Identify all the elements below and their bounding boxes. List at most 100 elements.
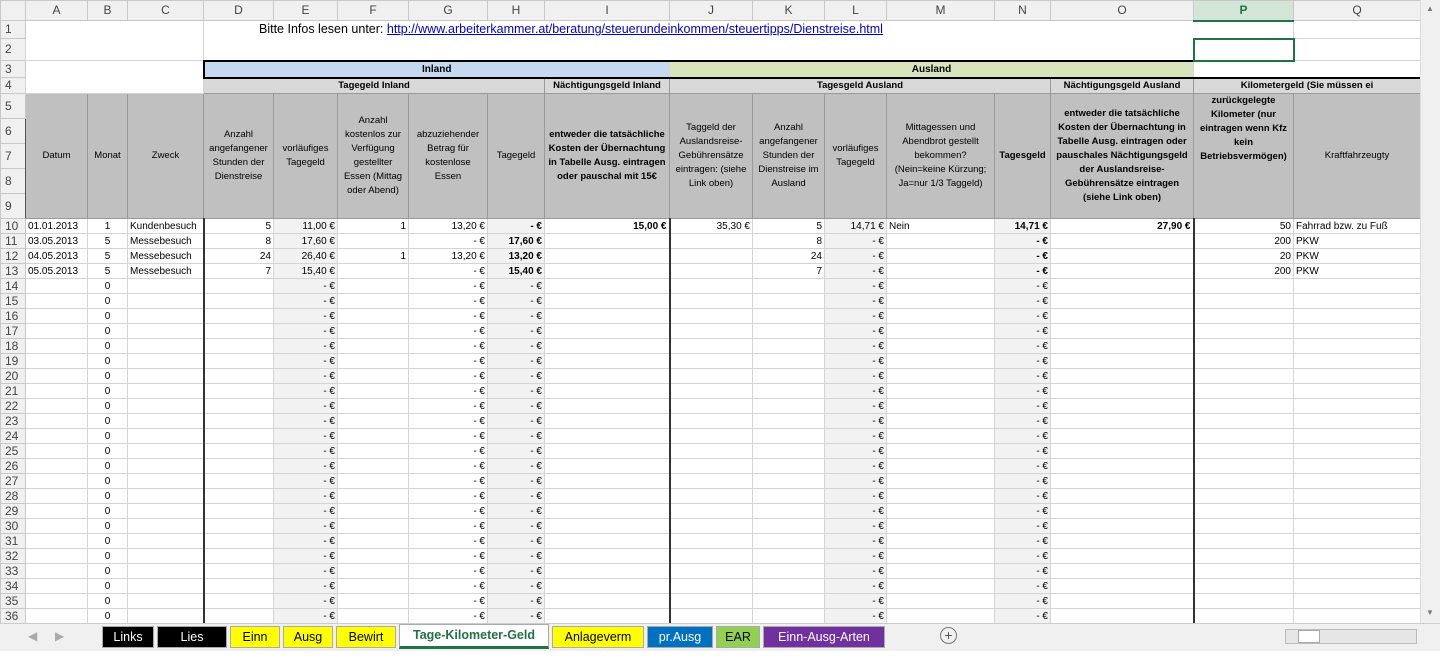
- cell-N21[interactable]: - €: [994, 383, 1051, 399]
- subgroup-tagegeld-inland[interactable]: Tagegeld Inland: [203, 76, 545, 94]
- cell-D22[interactable]: [202, 398, 274, 414]
- cell-Q16[interactable]: [1293, 308, 1421, 324]
- cell-H10[interactable]: - €: [487, 218, 545, 234]
- cell-I15[interactable]: [544, 293, 670, 309]
- cell-G29[interactable]: - €: [408, 503, 488, 519]
- cell-N30[interactable]: - €: [994, 518, 1051, 534]
- cell-J10[interactable]: 35,30 €: [668, 218, 753, 234]
- cell-C28[interactable]: [127, 488, 204, 504]
- cell-K22[interactable]: [752, 398, 825, 414]
- cell-A33[interactable]: [25, 563, 88, 579]
- column-header-D[interactable]: D: [203, 0, 274, 21]
- cell-A10[interactable]: 01.01.2013: [25, 218, 88, 234]
- cell-O24[interactable]: [1050, 428, 1194, 444]
- cell-L22[interactable]: - €: [824, 398, 887, 414]
- cell-J20[interactable]: [668, 368, 753, 384]
- row-header-32[interactable]: 32: [0, 548, 26, 564]
- cell-A19[interactable]: [25, 353, 88, 369]
- cell-O33[interactable]: [1050, 563, 1194, 579]
- cell-F18[interactable]: [337, 338, 409, 354]
- cell-A34[interactable]: [25, 578, 88, 594]
- cell-O17[interactable]: [1050, 323, 1194, 339]
- cell-F21[interactable]: [337, 383, 409, 399]
- cell-J13[interactable]: [668, 263, 753, 279]
- cell-E19[interactable]: - €: [273, 353, 338, 369]
- cell-A30[interactable]: [25, 518, 88, 534]
- cell-N23[interactable]: - €: [994, 413, 1051, 429]
- cell-L12[interactable]: - €: [824, 248, 887, 264]
- cell-F30[interactable]: [337, 518, 409, 534]
- cell-N11[interactable]: - €: [994, 233, 1051, 249]
- column-header-O[interactable]: O: [1050, 0, 1194, 21]
- horizontal-scrollbar[interactable]: [1285, 629, 1417, 644]
- cell-I26[interactable]: [544, 458, 670, 474]
- cell-O34[interactable]: [1050, 578, 1194, 594]
- cell-N13[interactable]: - €: [994, 263, 1051, 279]
- cell-J11[interactable]: [668, 233, 753, 249]
- cell-G35[interactable]: - €: [408, 593, 488, 609]
- cell-M29[interactable]: [886, 503, 995, 519]
- cell-E32[interactable]: - €: [273, 548, 338, 564]
- cell-C24[interactable]: [127, 428, 204, 444]
- cell-Q11[interactable]: PKW: [1293, 233, 1421, 249]
- cell-E24[interactable]: - €: [273, 428, 338, 444]
- cell-B27[interactable]: 0: [87, 473, 128, 489]
- cell-M13[interactable]: [886, 263, 995, 279]
- row-header-10[interactable]: 10: [0, 218, 26, 234]
- cell-E21[interactable]: - €: [273, 383, 338, 399]
- cell-O12[interactable]: [1050, 248, 1194, 264]
- cell-O31[interactable]: [1050, 533, 1194, 549]
- cell-I14[interactable]: [544, 278, 670, 294]
- cell-I20[interactable]: [544, 368, 670, 384]
- cell-H20[interactable]: - €: [487, 368, 545, 384]
- cell-F14[interactable]: [337, 278, 409, 294]
- cell-K31[interactable]: [752, 533, 825, 549]
- subgroup-tagesgeld-ausland[interactable]: Tagesgeld Ausland: [669, 76, 1051, 94]
- group-ausland[interactable]: Ausland: [669, 59, 1194, 78]
- cell-G14[interactable]: - €: [408, 278, 488, 294]
- cell-F13[interactable]: [337, 263, 409, 279]
- cell-H36[interactable]: - €: [487, 608, 545, 624]
- cell-F29[interactable]: [337, 503, 409, 519]
- cell-M21[interactable]: [886, 383, 995, 399]
- cell-A12[interactable]: 04.05.2013: [25, 248, 88, 264]
- cell-O18[interactable]: [1050, 338, 1194, 354]
- cell-G19[interactable]: - €: [408, 353, 488, 369]
- cell-F15[interactable]: [337, 293, 409, 309]
- cell-C10[interactable]: Kundenbesuch: [127, 218, 204, 234]
- cell-G20[interactable]: - €: [408, 368, 488, 384]
- cell-C12[interactable]: Messebesuch: [127, 248, 204, 264]
- cell-F35[interactable]: [337, 593, 409, 609]
- cell-D36[interactable]: [202, 608, 274, 624]
- cell-P11[interactable]: 200: [1192, 233, 1294, 249]
- cell-H12[interactable]: 13,20 €: [487, 248, 545, 264]
- cell-J22[interactable]: [668, 398, 753, 414]
- cell-M27[interactable]: [886, 473, 995, 489]
- cell-I34[interactable]: [544, 578, 670, 594]
- cell-J26[interactable]: [668, 458, 753, 474]
- cell-C31[interactable]: [127, 533, 204, 549]
- cell-I18[interactable]: [544, 338, 670, 354]
- column-header-F[interactable]: F: [337, 0, 409, 21]
- row-header-16[interactable]: 16: [0, 308, 26, 324]
- cell-Q32[interactable]: [1293, 548, 1421, 564]
- column-header-K[interactable]: K: [752, 0, 825, 21]
- cell-M34[interactable]: [886, 578, 995, 594]
- cell-K13[interactable]: 7: [752, 263, 825, 279]
- sheet-tab-ausg[interactable]: Ausg: [283, 626, 333, 648]
- cell-L30[interactable]: - €: [824, 518, 887, 534]
- cell-O27[interactable]: [1050, 473, 1194, 489]
- cell-F27[interactable]: [337, 473, 409, 489]
- cell-L27[interactable]: - €: [824, 473, 887, 489]
- cell-B36[interactable]: 0: [87, 608, 128, 624]
- cell-K25[interactable]: [752, 443, 825, 459]
- cell-C29[interactable]: [127, 503, 204, 519]
- cell-G26[interactable]: - €: [408, 458, 488, 474]
- cell-L14[interactable]: - €: [824, 278, 887, 294]
- subgroup-kilometergeld[interactable]: Kilometergeld (Sie müssen ei: [1193, 76, 1421, 94]
- cell-D25[interactable]: [202, 443, 274, 459]
- cell-A18[interactable]: [25, 338, 88, 354]
- cell-P35[interactable]: [1192, 593, 1294, 609]
- row-header-8[interactable]: 8: [0, 168, 26, 194]
- row-header-15[interactable]: 15: [0, 293, 26, 309]
